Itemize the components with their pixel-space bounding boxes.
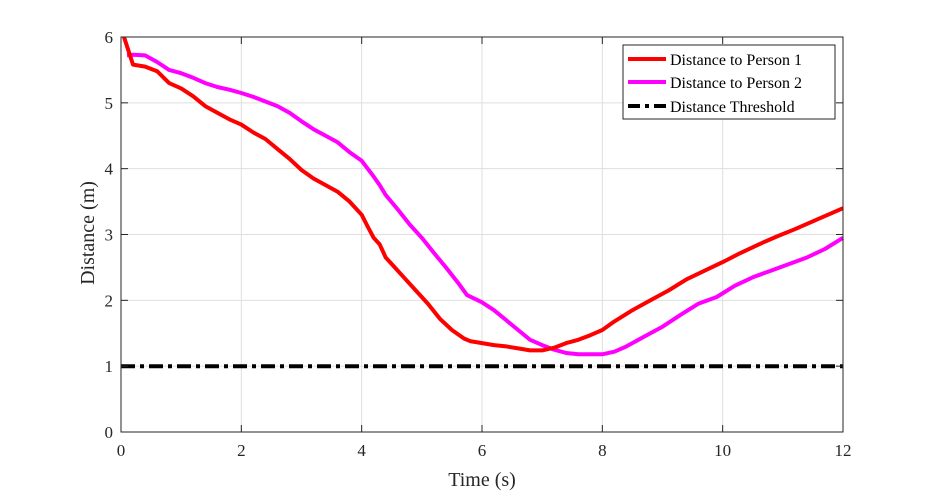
x-axis-label: Time (s) [448,469,516,491]
y-tick-label: 6 [105,28,114,47]
x-tick-label: 2 [237,441,246,460]
y-tick-label: 0 [105,423,114,442]
legend-label-person-2: Distance to Person 2 [670,75,802,92]
series-line-person-2 [126,52,845,357]
y-axis-label: Distance (m) [77,181,99,285]
series-layer [121,36,845,369]
x-tick-label: 10 [714,441,731,460]
legend-label-threshold: Distance Threshold [670,99,795,116]
legend-label-person-1: Distance to Person 1 [670,52,802,69]
x-tick-label: 8 [598,441,607,460]
y-tick-label: 2 [105,291,114,310]
y-tick-label: 3 [105,226,114,245]
x-tick-label: 12 [835,441,852,460]
x-tick-label: 0 [117,441,126,460]
x-tick-label: 4 [357,441,366,460]
legend: Distance to Person 1 Distance to Person … [622,44,836,120]
y-tick-label: 4 [105,160,114,179]
y-tick-label: 1 [105,357,114,376]
x-tick-label: 6 [478,441,487,460]
y-tick-label: 5 [105,94,114,113]
series-line-person-1 [122,36,844,353]
